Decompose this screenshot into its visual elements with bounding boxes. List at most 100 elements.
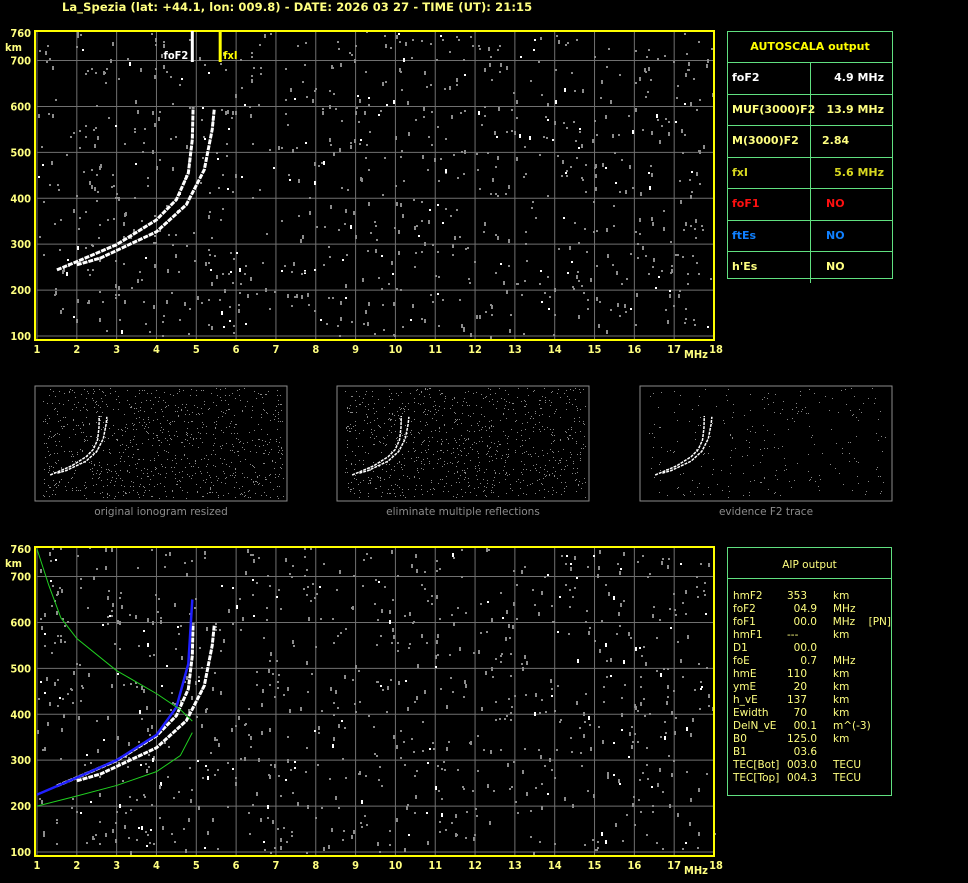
noise-dot: [143, 689, 145, 693]
noise-dot: [818, 486, 819, 487]
noise-dot: [92, 398, 93, 399]
noise-dot: [99, 389, 100, 390]
noise-dot: [439, 427, 440, 428]
noise-dot: [206, 466, 207, 467]
noise-dot: [235, 398, 236, 399]
noise-dot: [465, 440, 466, 441]
noise-dot: [582, 179, 584, 181]
noise-dot: [555, 460, 556, 461]
noise-dot: [538, 612, 540, 616]
noise-dot: [122, 435, 123, 436]
noise-dot: [264, 453, 265, 454]
noise-dot: [232, 623, 234, 625]
noise-dot: [491, 314, 493, 316]
noise-dot: [660, 462, 661, 463]
noise-dot: [237, 390, 238, 391]
noise-dot: [343, 830, 345, 832]
x-unit-label: MHz: [684, 348, 708, 361]
noise-dot: [355, 425, 356, 426]
noise-dot: [380, 477, 381, 478]
noise-dot: [146, 424, 147, 425]
noise-dot: [518, 388, 519, 389]
noise-dot: [677, 254, 679, 256]
noise-dot: [566, 432, 567, 433]
noise-dot: [565, 563, 567, 565]
noise-dot: [364, 420, 365, 421]
noise-dot: [446, 476, 447, 477]
noise-dot: [764, 408, 765, 409]
noise-dot: [366, 553, 368, 555]
noise-dot: [560, 719, 562, 721]
noise-dot: [119, 597, 121, 599]
noise-dot: [489, 427, 490, 428]
noise-dot: [133, 454, 134, 455]
noise-dot: [425, 409, 426, 410]
noise-dot: [55, 559, 57, 561]
noise-dot: [502, 455, 503, 456]
noise-dot: [292, 149, 294, 153]
noise-dot: [56, 445, 57, 446]
noise-dot: [239, 598, 241, 600]
noise-dot: [677, 441, 678, 442]
noise-dot: [199, 57, 201, 61]
noise-dot: [654, 477, 655, 478]
noise-dot: [457, 462, 458, 463]
noise-dot: [318, 726, 320, 730]
noise-dot: [46, 443, 47, 444]
noise-dot: [724, 423, 725, 424]
noise-dot: [75, 434, 76, 435]
noise-dot: [49, 184, 51, 186]
noise-dot: [573, 463, 574, 464]
noise-dot: [86, 409, 87, 410]
noise-dot: [416, 485, 417, 486]
noise-dot: [460, 450, 461, 451]
noise-dot: [262, 262, 264, 264]
noise-dot: [442, 393, 443, 394]
noise-dot: [84, 441, 85, 442]
noise-dot: [576, 157, 578, 159]
noise-dot: [814, 444, 815, 445]
noise-dot: [530, 80, 532, 82]
noise-dot: [547, 427, 548, 428]
noise-dot: [305, 142, 307, 144]
noise-dot: [408, 451, 409, 452]
noise-dot: [407, 707, 409, 711]
noise-dot: [384, 407, 385, 408]
noise-dot: [415, 489, 416, 490]
noise-dot: [454, 438, 455, 439]
noise-dot: [72, 390, 73, 391]
noise-dot: [471, 425, 472, 426]
noise-dot: [491, 420, 492, 421]
noise-dot: [564, 469, 565, 470]
noise-dot: [78, 402, 79, 403]
noise-dot: [485, 426, 486, 427]
noise-dot: [652, 222, 654, 226]
noise-dot: [294, 767, 296, 769]
autoscala-row: M(3000)F2 2.84: [728, 126, 892, 158]
noise-dot: [49, 418, 50, 419]
noise-dot: [350, 424, 351, 425]
noise-dot: [88, 673, 90, 677]
noise-dot: [263, 841, 265, 843]
noise-dot: [560, 439, 561, 440]
noise-dot: [73, 420, 74, 421]
noise-dot: [277, 828, 279, 830]
noise-dot: [850, 442, 851, 443]
noise-dot: [216, 476, 217, 477]
noise-dot: [347, 447, 348, 448]
noise-dot: [214, 255, 216, 257]
noise-dot: [179, 391, 180, 392]
noise-dot: [159, 440, 160, 441]
aip-unit: km: [833, 707, 850, 719]
noise-dot: [469, 431, 470, 432]
noise-dot: [571, 72, 573, 74]
noise-dot: [238, 309, 240, 313]
noise-dot: [56, 822, 58, 824]
noise-dot: [554, 288, 556, 292]
noise-dot: [767, 448, 768, 449]
noise-dot: [470, 460, 471, 461]
noise-dot: [497, 195, 499, 197]
noise-dot: [490, 56, 492, 58]
noise-dot: [56, 843, 58, 845]
noise-dot: [161, 685, 163, 687]
